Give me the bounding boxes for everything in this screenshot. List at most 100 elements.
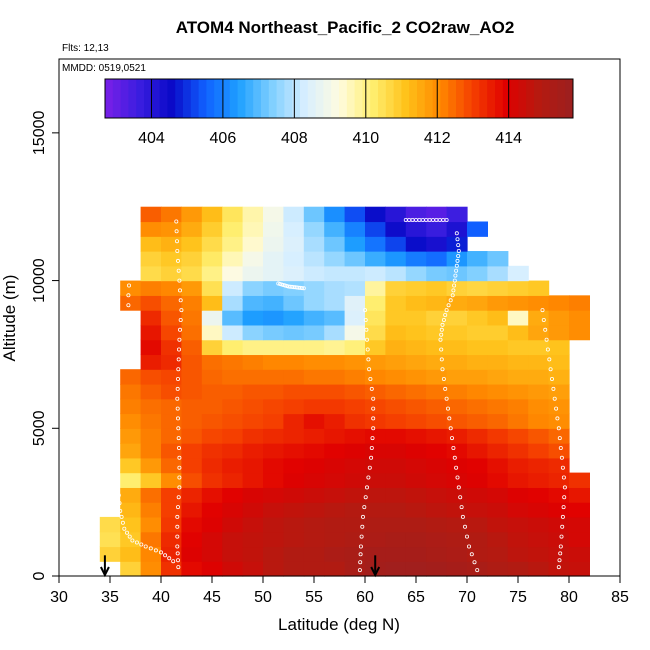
heatmap-cell — [303, 206, 325, 223]
track-point — [176, 495, 181, 500]
track-point — [440, 367, 445, 372]
heatmap-cell — [446, 339, 468, 356]
flight-track — [126, 210, 135, 327]
track-point — [371, 406, 376, 411]
heatmap-cell — [405, 310, 427, 326]
heatmap-cell — [303, 383, 325, 400]
track-point — [174, 229, 179, 234]
heatmap-cell — [405, 383, 427, 400]
heatmap-cell — [222, 516, 244, 533]
heatmap-cell — [242, 295, 264, 311]
heatmap-cell — [344, 398, 366, 415]
track-point — [560, 465, 565, 470]
heatmap-cell — [181, 236, 203, 252]
heatmap-cell — [120, 383, 142, 400]
heatmap-cell — [467, 457, 488, 474]
track-point — [116, 485, 121, 490]
heatmap-cell — [426, 265, 448, 282]
heatmap-cell — [385, 546, 407, 562]
track-point — [174, 239, 179, 244]
heatmap-cell — [242, 280, 264, 296]
heatmap-cell — [467, 251, 488, 267]
heatmap-cell — [365, 457, 386, 474]
heatmap-cell — [569, 561, 590, 577]
heatmap-cell — [507, 516, 529, 533]
heatmap-cell — [161, 546, 182, 562]
heatmap-cell — [222, 413, 244, 429]
track-point — [443, 386, 448, 391]
heatmap-cell — [242, 487, 264, 503]
track-point — [127, 283, 132, 288]
colorbar-segment — [479, 79, 488, 118]
track-point — [439, 347, 444, 352]
heatmap-cell — [242, 251, 264, 267]
heatmap-cell — [120, 369, 142, 385]
heatmap-cell — [242, 383, 264, 400]
heatmap-cell — [201, 516, 223, 533]
heatmap-cell — [303, 443, 325, 459]
x-tick-label: 30 — [50, 589, 68, 606]
heatmap-cell — [365, 295, 386, 311]
heatmap-cell — [242, 354, 264, 370]
colorbar-segment — [284, 79, 293, 118]
dates-text: MMDD: 0519,0521 — [62, 63, 146, 74]
heatmap-cell — [467, 546, 488, 562]
heatmap-cell — [242, 398, 264, 415]
track-point — [466, 544, 471, 549]
heatmap-cell — [181, 324, 203, 341]
heatmap-cell — [569, 295, 590, 311]
heatmap-cell — [467, 295, 488, 311]
track-point — [277, 281, 282, 286]
heatmap-cell — [120, 280, 142, 296]
x-tick-label: 80 — [560, 589, 578, 606]
heatmap-cell — [365, 428, 386, 444]
heatmap-cell — [446, 265, 468, 282]
heatmap-cell — [283, 457, 305, 474]
track-point — [451, 445, 456, 450]
heatmap-cell — [365, 236, 386, 252]
heatmap-cell — [222, 280, 244, 296]
heatmap-cell — [263, 457, 284, 474]
heatmap-cell — [405, 369, 427, 385]
track-point — [559, 534, 564, 539]
heatmap-cell — [303, 369, 325, 385]
track-point — [176, 347, 181, 352]
track-point — [126, 322, 131, 327]
heatmap-cell — [181, 354, 203, 370]
track-point — [177, 327, 182, 332]
heatmap-cell — [201, 502, 223, 518]
track-point — [175, 514, 180, 519]
heatmap-cell — [528, 413, 550, 429]
heatmap-cell — [263, 324, 284, 341]
track-point — [454, 263, 459, 268]
track-point — [456, 485, 461, 490]
heatmap-cell — [548, 354, 570, 370]
heatmap-cell — [365, 383, 386, 400]
heatmap-cell — [303, 546, 325, 562]
heatmap-cell — [222, 457, 244, 474]
track-point — [554, 406, 559, 411]
track-point — [114, 461, 119, 466]
heatmap-cell — [140, 531, 162, 548]
colorbar-segment — [112, 79, 122, 118]
heatmap-cell — [242, 324, 264, 341]
heatmap-cell — [201, 546, 223, 562]
heatmap-cell — [222, 443, 244, 459]
heatmap-cell — [426, 354, 448, 370]
heatmap-cell — [365, 251, 386, 267]
heatmap-cell — [161, 516, 182, 533]
track-point — [113, 455, 118, 460]
heatmap-cell — [344, 369, 366, 385]
heatmap-cell — [467, 472, 488, 488]
heatmap-cell — [548, 310, 570, 326]
heatmap-cell — [161, 472, 182, 488]
heatmap-cell — [263, 251, 284, 267]
track-point — [475, 568, 480, 573]
heatmap-cell — [426, 457, 448, 474]
heatmap-cell — [344, 280, 366, 296]
colorbar-tick-label: 408 — [281, 130, 308, 147]
track-point — [562, 485, 567, 490]
heatmap-cell — [528, 472, 550, 488]
track-point — [281, 282, 286, 287]
track-point — [555, 416, 560, 421]
